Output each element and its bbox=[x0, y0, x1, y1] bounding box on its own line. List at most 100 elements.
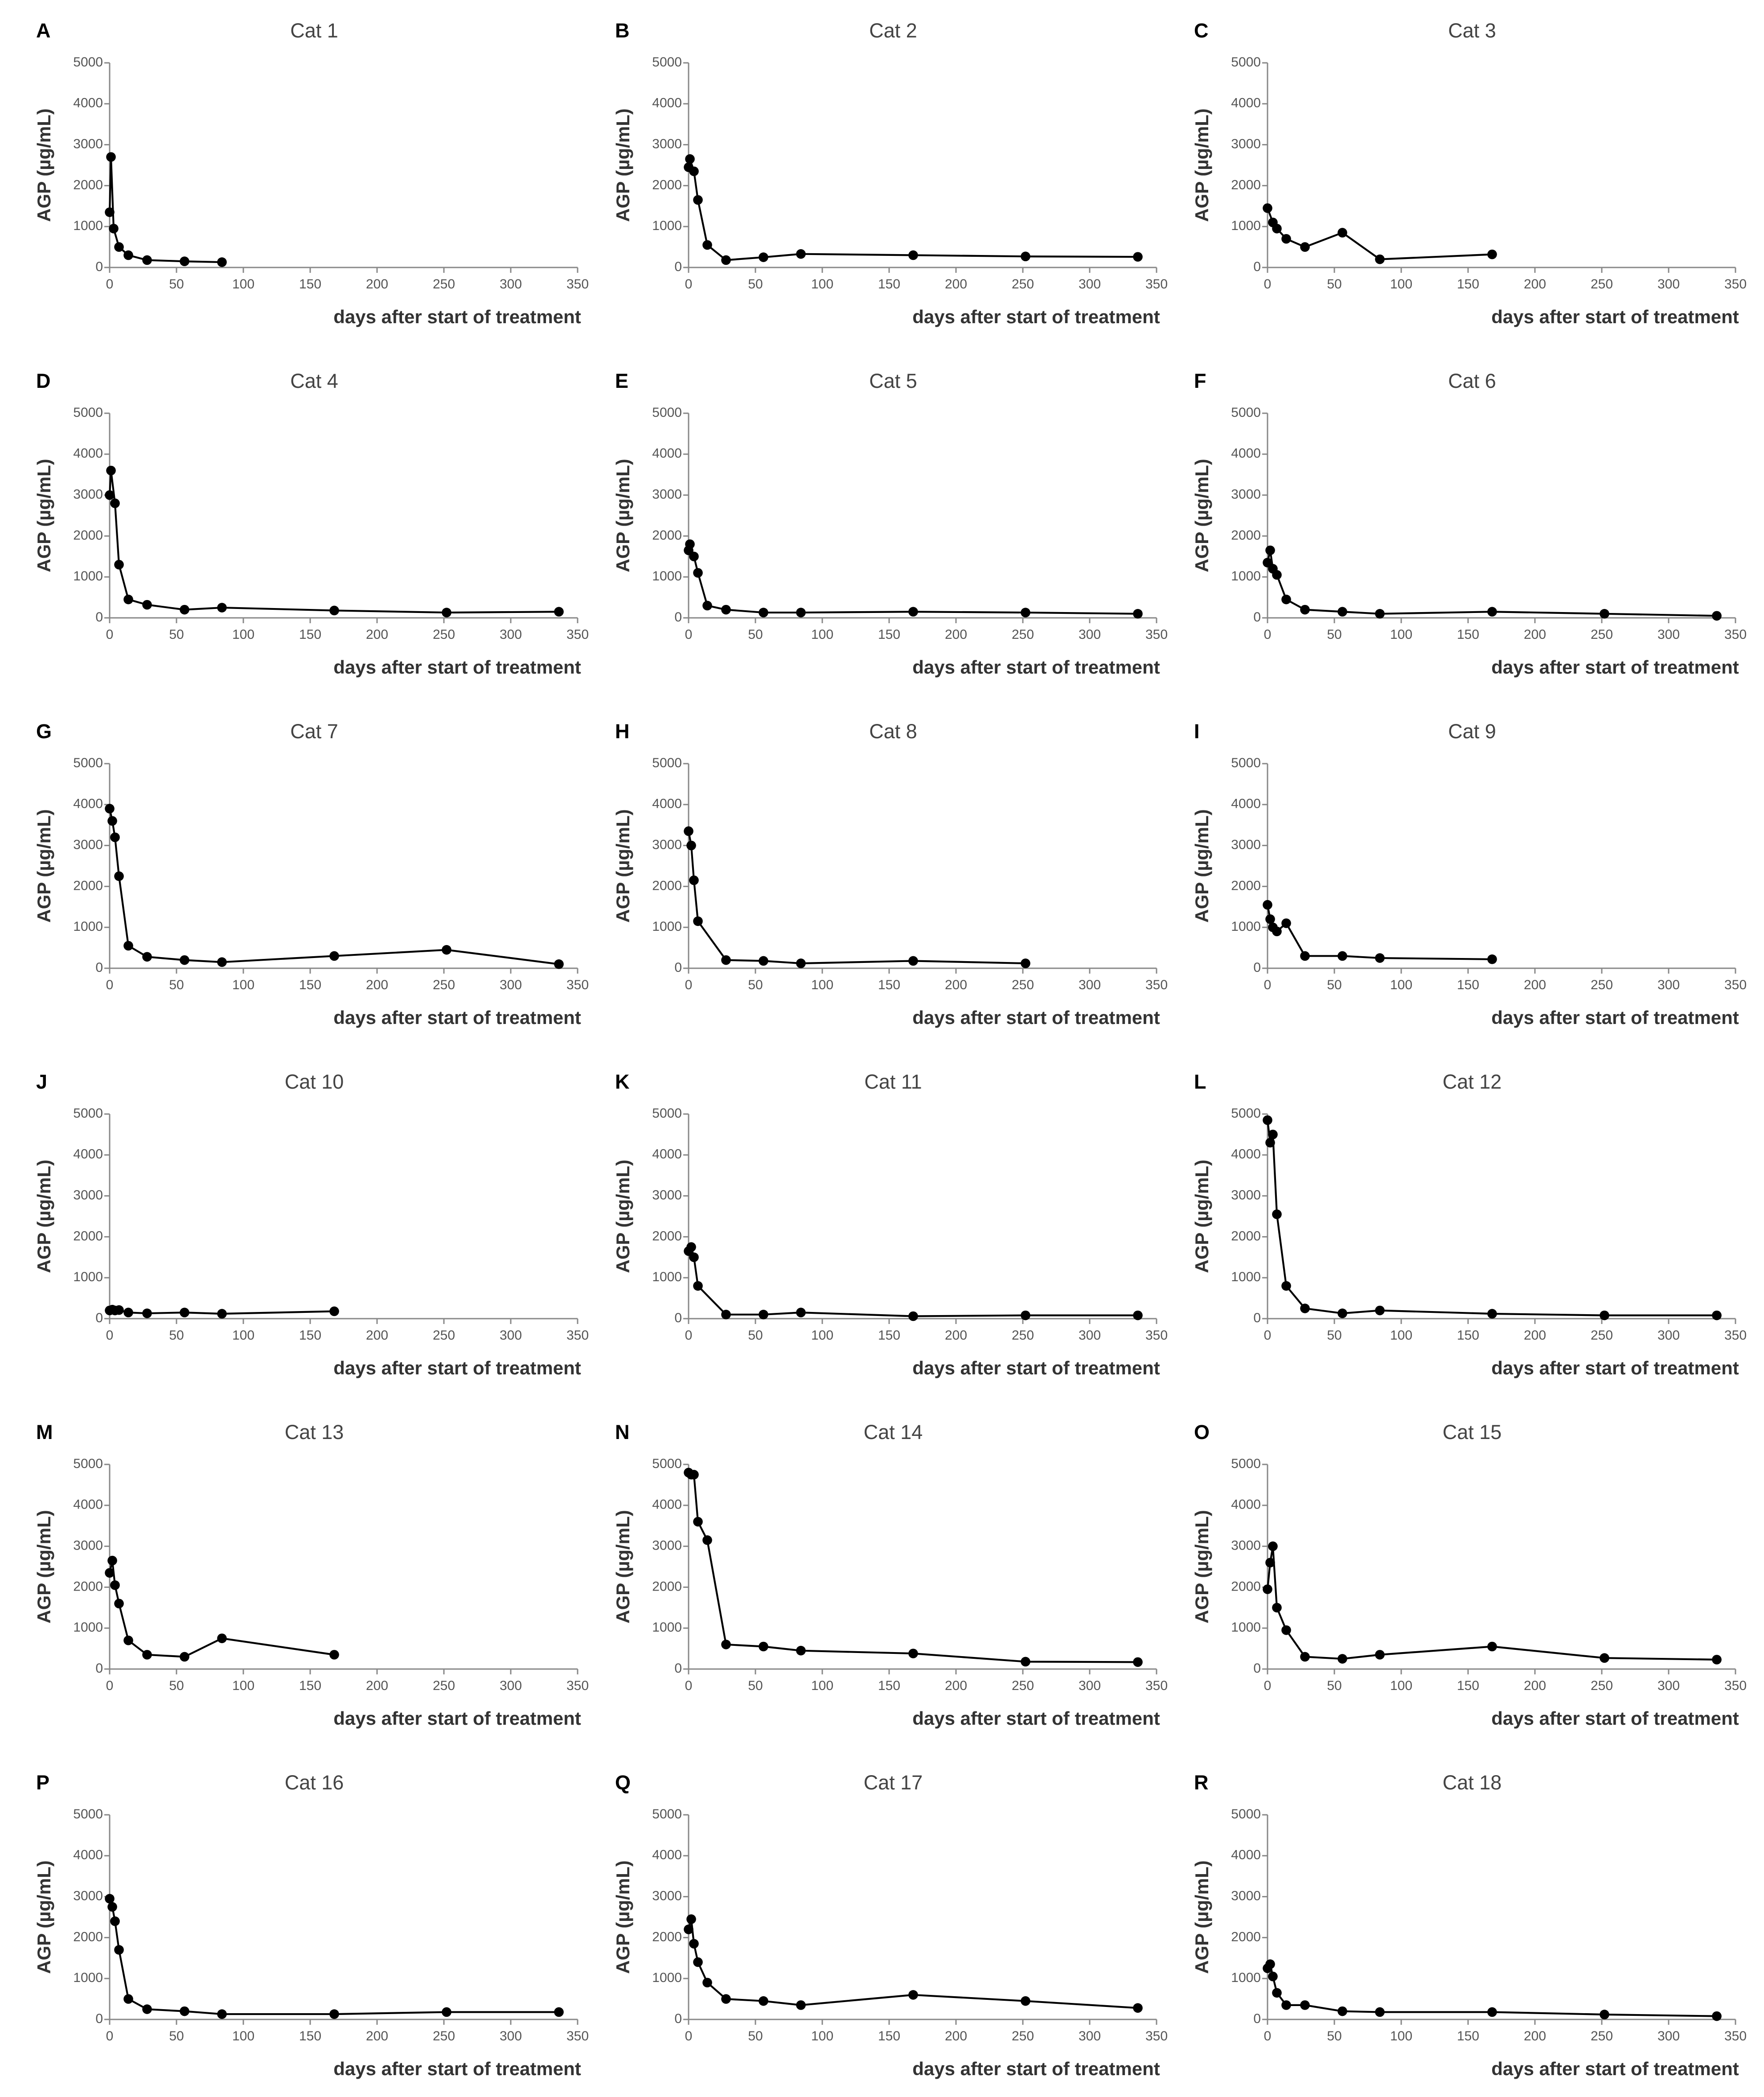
y-tick-label: 3000 bbox=[1231, 1889, 1261, 1904]
y-tick-label: 2000 bbox=[73, 528, 103, 543]
y-tick-label: 5000 bbox=[1231, 1807, 1261, 1822]
x-axis-label: days after start of treatment bbox=[333, 1007, 581, 1028]
x-tick-label: 150 bbox=[299, 277, 321, 292]
y-tick-label: 1000 bbox=[73, 1270, 103, 1284]
data-point bbox=[329, 951, 339, 961]
x-tick-label: 300 bbox=[1657, 2029, 1680, 2044]
x-tick-label: 350 bbox=[566, 2029, 589, 2044]
y-tick-label: 0 bbox=[1253, 610, 1261, 625]
data-point bbox=[114, 1599, 124, 1608]
x-tick-label: 200 bbox=[366, 627, 388, 642]
data-point bbox=[1268, 1541, 1278, 1551]
x-tick-label: 50 bbox=[1327, 277, 1341, 292]
y-tick-label: 4000 bbox=[652, 1497, 682, 1512]
data-point bbox=[329, 1306, 339, 1316]
x-tick-label: 250 bbox=[1012, 1328, 1034, 1343]
y-tick-label: 0 bbox=[1253, 1311, 1261, 1325]
x-tick-label: 0 bbox=[106, 1328, 114, 1343]
panel: P Cat 16 0 1000 2000 3000 4000 5000 0 50 100 150 200… bbox=[33, 1771, 589, 2079]
data-point bbox=[721, 1640, 731, 1649]
data-point bbox=[123, 594, 133, 604]
panel: K Cat 11 0 1000 2000 3000 4000 5000 0 50 100 150 200… bbox=[612, 1070, 1168, 1378]
data-point bbox=[796, 958, 806, 968]
data-point bbox=[1337, 1308, 1347, 1318]
x-tick-label: 350 bbox=[1724, 277, 1747, 292]
x-tick-label: 250 bbox=[1012, 978, 1034, 992]
data-line bbox=[688, 1472, 1138, 1663]
panel: I Cat 9 0 1000 2000 3000 4000 5000 0 50 100 150 200 2… bbox=[1191, 720, 1747, 1028]
y-tick-label: 1000 bbox=[1231, 1270, 1261, 1284]
data-point bbox=[1600, 1653, 1609, 1663]
x-tick-label: 150 bbox=[1457, 627, 1479, 642]
x-tick-label: 50 bbox=[1327, 627, 1341, 642]
panel: G Cat 7 0 1000 2000 3000 4000 5000 0 50 100 150 200 2… bbox=[33, 720, 589, 1028]
y-tick-label: 1000 bbox=[652, 569, 682, 584]
x-tick-label: 200 bbox=[366, 1678, 388, 1693]
y-tick-label: 4000 bbox=[73, 1497, 103, 1512]
data-point bbox=[1712, 1655, 1722, 1665]
x-tick-label: 200 bbox=[945, 277, 967, 292]
y-tick-label: 2000 bbox=[1231, 1229, 1261, 1243]
y-tick-label: 4000 bbox=[1231, 446, 1261, 461]
data-point bbox=[1133, 609, 1143, 619]
y-tick-label: 0 bbox=[1253, 259, 1261, 274]
x-tick-label: 200 bbox=[1524, 277, 1546, 292]
data-point bbox=[1487, 249, 1497, 259]
data-point bbox=[1300, 1303, 1310, 1313]
data-point bbox=[142, 255, 152, 265]
data-line bbox=[109, 1898, 559, 2015]
x-axis-label: days after start of treatment bbox=[1491, 2058, 1739, 2079]
y-tick-label: 3000 bbox=[1231, 1538, 1261, 1553]
y-tick-label: 1000 bbox=[652, 1970, 682, 1985]
y-tick-label: 5000 bbox=[1231, 756, 1261, 770]
x-tick-label: 0 bbox=[685, 2029, 693, 2044]
y-tick-label: 1000 bbox=[1231, 919, 1261, 934]
y-tick-label: 0 bbox=[674, 2011, 682, 2026]
x-tick-label: 200 bbox=[945, 627, 967, 642]
y-tick-label: 0 bbox=[95, 1311, 103, 1325]
x-tick-label: 50 bbox=[748, 2029, 763, 2044]
data-point bbox=[106, 152, 116, 162]
data-point bbox=[1272, 570, 1282, 580]
data-point bbox=[217, 1309, 227, 1319]
data-point bbox=[908, 1649, 918, 1658]
y-tick-label: 2000 bbox=[73, 177, 103, 192]
panel-label: D bbox=[36, 370, 51, 392]
data-point bbox=[110, 832, 120, 843]
y-tick-label: 4000 bbox=[652, 96, 682, 111]
chart-title: Cat 15 bbox=[1443, 1421, 1502, 1443]
data-point bbox=[1281, 234, 1291, 244]
y-axis-label: AGP (µg/mL) bbox=[33, 1860, 54, 1974]
data-point bbox=[908, 607, 918, 617]
data-point bbox=[1133, 1310, 1143, 1320]
y-tick-label: 2000 bbox=[652, 1929, 682, 1944]
panel-label: N bbox=[615, 1421, 630, 1443]
panel-label: I bbox=[1194, 720, 1200, 743]
data-point bbox=[1265, 914, 1275, 924]
data-point bbox=[329, 605, 339, 616]
data-point bbox=[796, 1308, 806, 1318]
x-tick-label: 50 bbox=[1327, 978, 1341, 992]
x-tick-label: 200 bbox=[945, 978, 967, 992]
x-axis-label: days after start of treatment bbox=[912, 2058, 1160, 2079]
y-tick-label: 1000 bbox=[652, 1270, 682, 1284]
data-point bbox=[908, 1311, 918, 1321]
x-tick-label: 100 bbox=[811, 627, 833, 642]
x-tick-label: 0 bbox=[1264, 978, 1272, 992]
y-tick-label: 2000 bbox=[73, 1579, 103, 1594]
data-point bbox=[759, 1996, 768, 2006]
panel-label: O bbox=[1194, 1421, 1210, 1443]
x-tick-label: 250 bbox=[433, 277, 455, 292]
panel-label: G bbox=[36, 720, 52, 743]
data-point bbox=[217, 2009, 227, 2019]
y-tick-label: 1000 bbox=[1231, 1970, 1261, 1985]
data-point bbox=[1600, 609, 1609, 619]
y-tick-label: 1000 bbox=[73, 1620, 103, 1635]
data-point bbox=[142, 952, 152, 962]
x-tick-label: 50 bbox=[1327, 1678, 1341, 1693]
data-point bbox=[109, 223, 119, 234]
data-point bbox=[686, 840, 696, 851]
data-point bbox=[1265, 1558, 1275, 1568]
y-tick-label: 4000 bbox=[1231, 1848, 1261, 1863]
